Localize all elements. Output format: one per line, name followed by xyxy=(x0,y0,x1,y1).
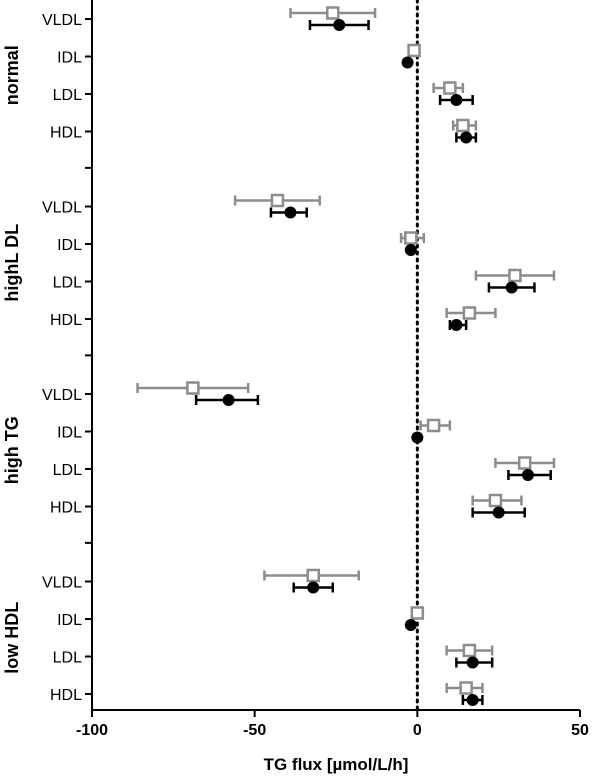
row-label: IDL xyxy=(57,237,82,254)
open-square-point xyxy=(462,643,477,658)
row-label: VLDL xyxy=(42,575,82,592)
row-label: HDL xyxy=(50,312,82,329)
x-axis-title: TG flux [µmol/L/h] xyxy=(264,755,409,774)
open-square-point xyxy=(404,231,418,245)
open-square-point xyxy=(508,268,522,283)
x-tick-label: -100 xyxy=(76,722,108,739)
data-marks xyxy=(136,6,556,706)
open-square-point xyxy=(410,606,425,620)
open-square-point xyxy=(443,81,457,95)
row-label: VLDL xyxy=(42,12,82,29)
open-square-point xyxy=(459,681,473,695)
row-label: LDL xyxy=(53,275,82,292)
open-square-point xyxy=(426,418,441,433)
open-square-point xyxy=(186,381,200,395)
filled-circle-point xyxy=(450,94,463,106)
open-square-point xyxy=(462,306,477,320)
filled-circle-point xyxy=(333,19,346,31)
x-tick-label: 50 xyxy=(571,722,589,739)
row-label: HDL xyxy=(50,687,82,704)
filled-circle-point xyxy=(466,694,479,706)
filled-circle-point xyxy=(466,656,479,669)
group-label: low HDL xyxy=(2,602,22,674)
filled-circle-point xyxy=(401,56,414,69)
filled-circle-point xyxy=(411,431,424,444)
open-square-point xyxy=(456,118,470,133)
filled-circle-point xyxy=(492,506,505,519)
row-label: HDL xyxy=(50,125,82,142)
row-label: LDL xyxy=(53,87,82,104)
group-label: normal xyxy=(2,45,22,105)
open-square-point xyxy=(306,568,320,583)
row-label: LDL xyxy=(53,650,82,667)
group-label: highL DL xyxy=(2,224,22,302)
filled-circle-point xyxy=(284,206,297,219)
filled-circle-point xyxy=(505,281,518,294)
row-label: VLDL xyxy=(42,200,82,217)
group-label: high TG xyxy=(2,416,22,484)
filled-circle-point xyxy=(450,319,463,331)
row-label: VLDL xyxy=(42,387,82,404)
open-square-point xyxy=(488,493,503,508)
open-square-point xyxy=(407,43,421,58)
labels: -100 -50 0 50 VLDL IDL LDL HDL normal VLDL IDL LDL H… xyxy=(2,12,589,739)
row-label: LDL xyxy=(53,462,82,479)
open-square-point xyxy=(325,6,340,20)
filled-circle-point xyxy=(404,619,417,631)
filled-circle-point xyxy=(521,469,534,481)
x-tick-label: -50 xyxy=(243,722,266,739)
open-square-point xyxy=(517,456,532,470)
row-label: HDL xyxy=(50,500,82,517)
open-square-point xyxy=(270,193,285,208)
row-label: IDL xyxy=(57,425,82,442)
x-tick-label: 0 xyxy=(413,722,422,739)
filled-circle-point xyxy=(222,394,235,406)
row-label: IDL xyxy=(57,50,82,67)
axes xyxy=(85,0,581,717)
filled-circle-point xyxy=(307,581,320,594)
filled-circle-point xyxy=(404,244,417,256)
filled-circle-point xyxy=(460,131,473,144)
row-label: IDL xyxy=(57,612,82,629)
